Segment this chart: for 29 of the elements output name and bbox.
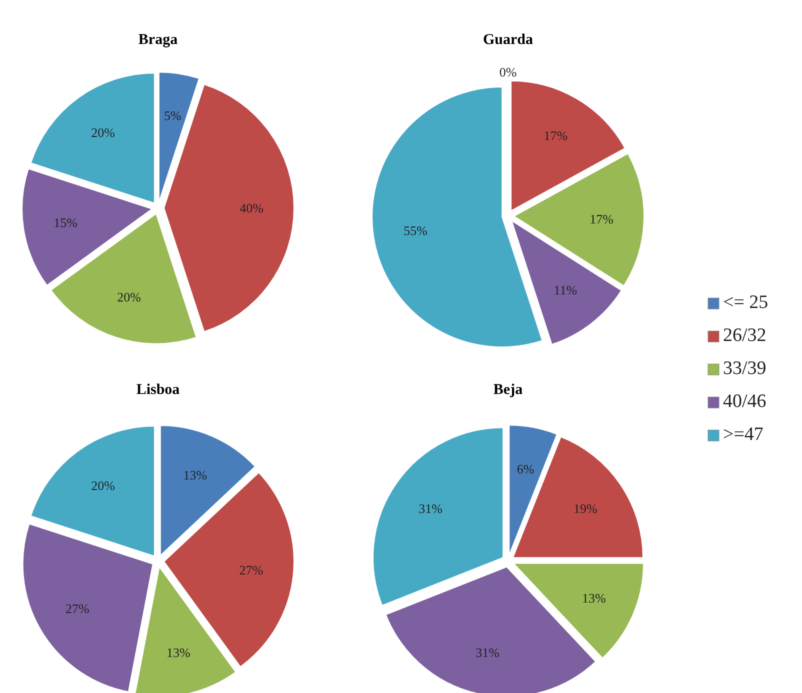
data-label: 20% xyxy=(91,124,116,140)
data-label: 40% xyxy=(240,200,264,216)
data-label: 17% xyxy=(544,128,568,143)
data-label: 6% xyxy=(516,462,534,477)
data-label: 11% xyxy=(554,282,578,298)
data-label: 13% xyxy=(166,644,190,660)
data-label: 19% xyxy=(573,500,598,516)
data-label: 27% xyxy=(239,562,264,578)
data-label: 20% xyxy=(91,478,116,493)
chart-title: Beja xyxy=(493,382,524,398)
chart-title: Lisboa xyxy=(136,382,180,398)
data-label: 13% xyxy=(582,590,606,606)
data-label: 20% xyxy=(117,290,142,305)
legend-label: 33/39 xyxy=(723,358,766,379)
data-label: 17% xyxy=(590,211,614,226)
legend-label: 40/46 xyxy=(723,391,766,412)
data-label: 5% xyxy=(164,108,182,124)
data-label: 31% xyxy=(476,644,500,660)
chart-title: Guarda xyxy=(482,32,534,48)
data-label: 31% xyxy=(418,500,443,516)
legend-label: <= 25 xyxy=(723,292,768,313)
data-label: 15% xyxy=(54,215,78,230)
legend-label: >=47 xyxy=(723,424,764,445)
data-label: 27% xyxy=(66,601,90,616)
legend-label: 26/32 xyxy=(723,325,766,346)
text: 0% xyxy=(499,64,517,80)
chart-title: Braga xyxy=(138,32,178,48)
data-label: 55% xyxy=(404,223,428,238)
data-label: 13% xyxy=(183,468,208,483)
